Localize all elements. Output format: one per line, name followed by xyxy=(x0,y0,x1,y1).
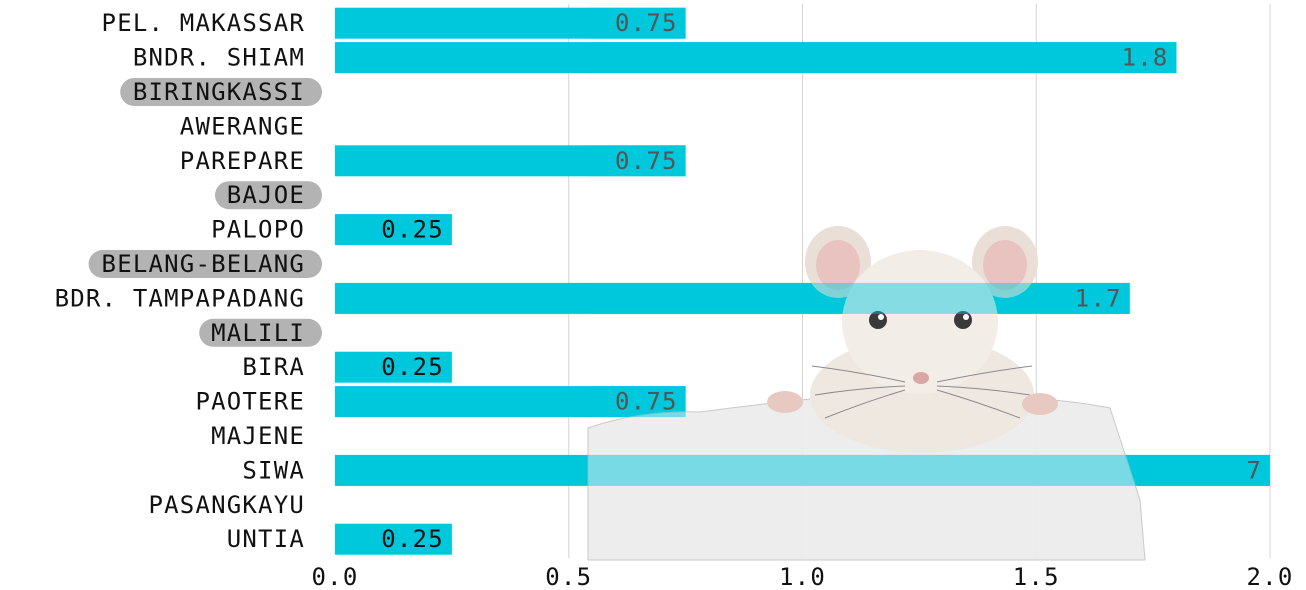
category-label-pasangkayu: PASANGKAYU xyxy=(149,491,306,519)
category-label-palopo: PALOPO xyxy=(211,216,305,244)
bar-parepare xyxy=(335,145,686,177)
bars-overlay xyxy=(587,7,1270,486)
bar-bndr-shiam xyxy=(335,42,1177,74)
bar-paotere xyxy=(335,386,686,418)
data-label-untia: 0.25 xyxy=(381,525,444,553)
category-label-siwa: SIWA xyxy=(242,456,305,484)
data-label-bira: 0.25 xyxy=(381,353,444,381)
bar-bira xyxy=(335,351,452,383)
category-label-bira: BIRA xyxy=(242,353,305,381)
mouse-illustration xyxy=(587,226,1146,561)
bar-palopo xyxy=(335,214,452,246)
data-label-bndr-shiam: 1.8 xyxy=(1122,44,1169,72)
highlight-pill-biringkassi xyxy=(120,78,322,106)
x-tick-label-2: 1.0 xyxy=(779,563,826,590)
mouse-paw-left xyxy=(767,391,803,413)
category-label-bndr-shiam: BNDR. SHIAM xyxy=(133,44,305,72)
x-tick-label-1: 0.5 xyxy=(545,563,592,590)
bar-pel-makassar xyxy=(335,7,686,39)
category-label-bajoe: BAJOE xyxy=(227,181,305,209)
category-label-paotere: PAOTERE xyxy=(195,388,305,416)
bar-overlay-paotere xyxy=(587,386,686,418)
bar-overlay-bdr-tampapadang xyxy=(587,282,1130,314)
data-label-pel-makassar: 0.75 xyxy=(615,9,678,37)
bar-untia xyxy=(335,523,452,555)
data-label-parepare: 0.75 xyxy=(615,147,678,175)
data-label-paotere: 0.75 xyxy=(615,388,678,416)
mouse-nose xyxy=(913,372,929,384)
category-label-awerange: AWERANGE xyxy=(180,112,305,140)
category-label-pel-makassar: PEL. MAKASSAR xyxy=(102,9,305,37)
bar-overlay-pel-makassar xyxy=(587,7,686,39)
category-label-parepare: PAREPARE xyxy=(180,147,305,175)
category-labels: PEL. MAKASSAR BNDR. SHIAM BIRINGKASSI AWERA… xyxy=(55,9,322,553)
data-label-palopo: 0.25 xyxy=(381,216,444,244)
mouse-eye-glint-right xyxy=(963,314,969,320)
category-label-belang-belang: BELANG-BELANG xyxy=(102,250,305,278)
highlight-pill-bajoe xyxy=(215,181,322,210)
x-axis-ticks: 0.0 0.5 1.0 1.5 2.0 xyxy=(312,563,1294,590)
category-label-majene: MAJENE xyxy=(211,422,305,450)
mouse-eye-glint-left xyxy=(878,314,884,320)
mouse-ear-left-inner xyxy=(816,240,860,290)
category-label-malili: MALILI xyxy=(211,319,305,347)
x-tick-label-3: 1.5 xyxy=(1013,563,1060,590)
mouse-whiskers xyxy=(811,365,1033,419)
x-tick-label-4: 2.0 xyxy=(1247,563,1294,590)
bar-overlay-bndr-shiam xyxy=(587,42,1177,74)
x-tick-label-0: 0.0 xyxy=(312,563,359,590)
data-labels: 0.75 1.8 0.75 0.25 1.7 0.25 0.75 7 0.25 xyxy=(381,9,1262,553)
bar-overlay-parepare xyxy=(587,145,686,177)
mouse-ear-right-inner xyxy=(983,240,1027,290)
bar-overlay-siwa xyxy=(587,454,1270,486)
mouse-paw-right xyxy=(1022,393,1058,415)
data-label-siwa: 7 xyxy=(1246,456,1262,484)
category-label-untia: UNTIA xyxy=(227,525,305,553)
highlight-pill-belang-belang xyxy=(88,250,322,278)
mouse-head xyxy=(842,250,998,394)
data-label-bdr-tampapadang: 1.7 xyxy=(1075,284,1122,312)
highlight-pill-malili xyxy=(199,318,322,347)
category-label-biringkassi: BIRINGKASSI xyxy=(133,78,305,106)
category-label-bdr-tampapadang: BDR. TAMPAPADANG xyxy=(55,284,305,312)
